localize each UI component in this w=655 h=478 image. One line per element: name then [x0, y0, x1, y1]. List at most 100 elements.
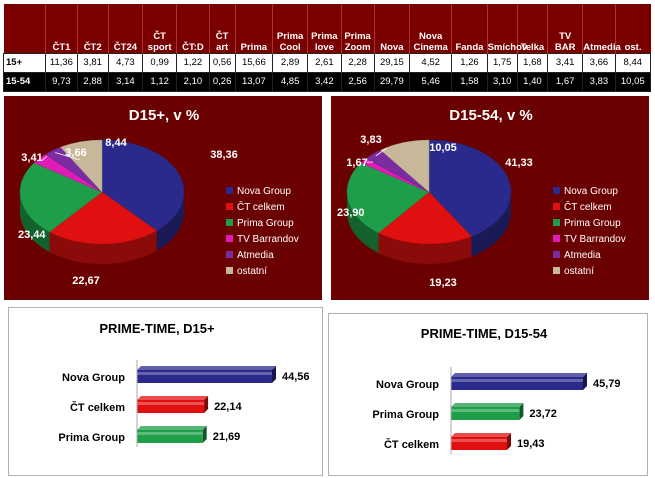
- bar-chart-prime-time-d15plus: PRIME-TIME, D15+ Nova Group 44,56 ČT celkem…: [8, 307, 323, 476]
- table-cell: 9,73: [45, 71, 78, 93]
- bar-top: [451, 403, 524, 407]
- data-label: 41,33: [505, 157, 533, 169]
- data-label: 38,36: [210, 149, 238, 161]
- table-cell: 3,81: [76, 52, 109, 73]
- data-label: 22,67: [72, 275, 100, 287]
- column-header: Smíchov: [486, 4, 527, 54]
- data-label: 23,44: [18, 229, 46, 241]
- table-cell: 1,58: [451, 71, 488, 93]
- table-cell: 8,44: [614, 52, 652, 73]
- pie-slice-side: [49, 230, 157, 264]
- column-header: ČT sport: [142, 4, 177, 54]
- leader-line: [42, 155, 48, 161]
- pie-slice: [428, 139, 512, 237]
- bar-top: [451, 433, 512, 437]
- bar: [451, 377, 583, 390]
- table-corner: [3, 4, 46, 54]
- legend-entry: ČT celkem: [237, 200, 285, 213]
- pie-slice: [101, 139, 185, 232]
- bar: [137, 430, 203, 443]
- legend-entry: Atmedia: [237, 250, 274, 261]
- bar-side: [204, 396, 209, 413]
- column-header: ČT2: [76, 4, 109, 54]
- pie-slice: [378, 191, 472, 245]
- bar-side: [507, 433, 512, 450]
- chart-title: D15-54, v %: [449, 107, 532, 124]
- legend-entry: TV Barrandov: [564, 234, 626, 245]
- legend-swatch: [226, 235, 233, 242]
- legend-entry: Prima Group: [237, 218, 294, 229]
- legend-swatch: [553, 235, 560, 242]
- table-cell: 3,14: [107, 71, 144, 93]
- chart-title: PRIME-TIME, D15+: [99, 321, 215, 336]
- legend-swatch: [553, 219, 560, 226]
- data-label: 3,83: [360, 134, 381, 146]
- row-label: 15+: [2, 52, 47, 73]
- data-label: 19,23: [429, 277, 457, 289]
- bar-side: [583, 373, 587, 390]
- row-label: 15-54: [2, 71, 47, 93]
- bar-highlight: [137, 372, 272, 375]
- data-label: 22,14: [214, 401, 242, 413]
- pie-slice-side: [347, 192, 379, 253]
- legend-swatch: [553, 187, 560, 194]
- pie-slice: [346, 162, 430, 234]
- legend-swatch: [226, 203, 233, 210]
- legend-entry: ostatní: [237, 266, 267, 277]
- pie-slice: [19, 162, 103, 233]
- data-label: 3,41: [21, 152, 42, 164]
- pie-slice: [49, 191, 158, 245]
- legend-entry: ČT celkem: [564, 200, 612, 213]
- column-header: Nova Cinema: [409, 4, 452, 54]
- column-header: Prima Cool: [271, 4, 308, 54]
- column-header: ČT:D: [176, 4, 210, 54]
- table-cell: 2,88: [76, 71, 109, 93]
- table-cell: 1,22: [176, 52, 210, 73]
- data-label: 44,56: [282, 371, 310, 383]
- legend-entry: ostatní: [564, 266, 594, 277]
- table-row: 15-54 9,73 2,88 3,14 1,12 2,10 0,26 13,07 4,85 3,…: [2, 71, 652, 93]
- table-cell: 0,99: [142, 52, 178, 73]
- legend-swatch: [553, 267, 560, 274]
- legend-swatch: [226, 251, 233, 258]
- table-cell: 1,40: [516, 71, 549, 93]
- column-header: ČT1: [45, 4, 78, 54]
- legend-swatch: [226, 219, 233, 226]
- pie-slice-side: [378, 232, 472, 264]
- table-cell: 0,26: [208, 71, 236, 93]
- table-cell: 4,73: [107, 52, 144, 73]
- data-label: 23,72: [529, 408, 557, 420]
- pie-chart-d15plus: D15+, v % 38,36 22,67 23,44 3,41 3,66 8,44 Nova…: [4, 96, 322, 300]
- share-table: ČT1 ČT2 ČT24 ČT sport ČT:D ČT art Prima Prima C…: [2, 4, 652, 93]
- table-cell: 1,26: [451, 52, 488, 73]
- data-label: 3,66: [65, 147, 86, 159]
- column-header: Fanda: [451, 4, 488, 54]
- table-cell: 15,66: [234, 52, 273, 73]
- data-label: 45,79: [593, 378, 621, 390]
- category-label: Prima Group: [372, 409, 439, 421]
- column-header: ČT art: [208, 4, 236, 54]
- table-cell: 11,36: [45, 52, 78, 73]
- bar-side: [202, 426, 207, 443]
- bar-chart-prime-time-d15-54: PRIME-TIME, D15-54 Nova Group 45,79 Prima G…: [328, 313, 648, 476]
- bar-highlight: [451, 379, 583, 382]
- bar: [137, 400, 205, 413]
- table-cell: 1,67: [547, 71, 584, 93]
- bar-top: [137, 396, 209, 400]
- column-header: Prima love: [307, 4, 341, 54]
- column-header: ost.: [614, 4, 651, 54]
- legend-swatch: [226, 267, 233, 274]
- table-cell: 10,05: [614, 71, 652, 93]
- category-label: ČT celkem: [70, 401, 125, 414]
- column-header: ČT24: [107, 4, 143, 54]
- legend-entry: TV Barrandov: [237, 234, 299, 245]
- table-cell: 3,10: [486, 71, 518, 93]
- pie-slice-side: [156, 192, 184, 251]
- table-cell: 4,52: [409, 52, 453, 73]
- leader-line: [375, 147, 388, 157]
- table-cell: 13,07: [234, 71, 273, 93]
- data-label: 8,44: [105, 137, 127, 149]
- table-cell: 1,68: [516, 52, 549, 73]
- table-cell: 3,42: [307, 71, 342, 93]
